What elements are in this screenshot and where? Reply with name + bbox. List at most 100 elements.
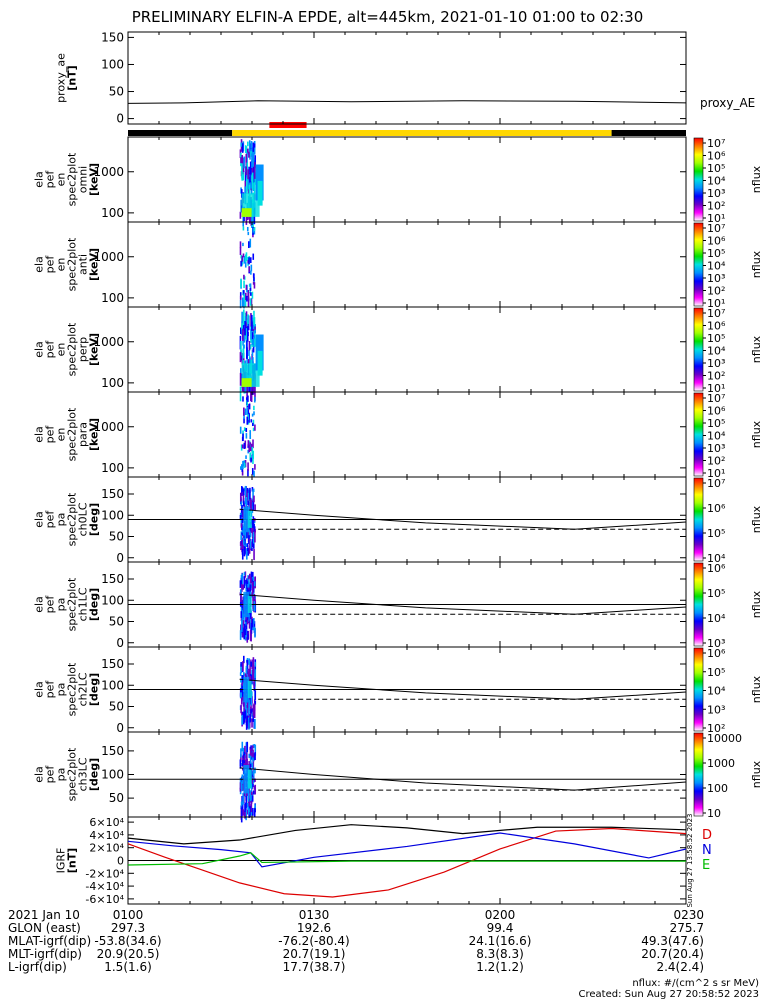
colorbar-spec_omni bbox=[693, 137, 704, 222]
colorbar-label: nflux bbox=[750, 590, 763, 618]
y-tick-label: 1000 bbox=[93, 165, 124, 179]
heatmap-cell bbox=[249, 714, 251, 723]
heatmap-cell bbox=[253, 807, 256, 812]
heatmap-cell bbox=[243, 156, 245, 169]
heatmap-cell bbox=[252, 571, 254, 579]
heatmap-cell bbox=[253, 470, 255, 477]
colorbar-tick-label: 10⁴ bbox=[707, 345, 726, 358]
heatmap-cell bbox=[240, 692, 242, 698]
panel-frame-pa_ch3 bbox=[127, 731, 687, 818]
heatmap-cell bbox=[247, 444, 250, 448]
heatmap-cell bbox=[245, 455, 247, 459]
heatmap-cell bbox=[247, 173, 250, 190]
heatmap-cell bbox=[244, 171, 247, 182]
bottom-cell: 275.7 bbox=[670, 921, 704, 935]
colorbar-tick-label: 10² bbox=[707, 285, 725, 298]
heatmap-cell bbox=[251, 581, 254, 594]
bottom-cell: 20.7(19.1) bbox=[283, 947, 346, 961]
panel-frame-proxy_ae bbox=[127, 31, 687, 125]
y-tick-label: 100 bbox=[101, 291, 124, 305]
heatmap-cell bbox=[251, 756, 253, 760]
heatmap-cell bbox=[242, 491, 245, 504]
y-tick-label: 1000 bbox=[93, 335, 124, 349]
heatmap-cell bbox=[245, 752, 248, 759]
colorbar-tick-label: 10¹ bbox=[707, 297, 725, 310]
heatmap-cell bbox=[245, 490, 248, 497]
heatmap-cell bbox=[239, 787, 242, 792]
bottom-cell: 0130 bbox=[299, 908, 330, 922]
heatmap-cell bbox=[240, 340, 242, 356]
heatmap-cell bbox=[244, 621, 247, 626]
heatmap-cell bbox=[239, 247, 242, 255]
heatmap-cell bbox=[251, 446, 254, 454]
y-axis-label: ela bbox=[33, 426, 46, 443]
heatmap-cell bbox=[249, 287, 252, 291]
bottom-cell: 2.4(2.4) bbox=[656, 960, 704, 974]
heatmap-cell bbox=[250, 151, 252, 156]
heatmap-cell bbox=[244, 710, 247, 719]
y-axis-label: en bbox=[55, 343, 68, 357]
heatmap-cell bbox=[243, 591, 250, 618]
heatmap-cell bbox=[242, 661, 244, 672]
heatmap-cell bbox=[242, 215, 244, 227]
heatmap-cell bbox=[246, 658, 249, 662]
heatmap-cell bbox=[249, 487, 251, 500]
bottom-cell: 49.3(47.6) bbox=[641, 934, 704, 948]
heatmap-cell bbox=[252, 583, 255, 593]
y-axis-label: ch2LC bbox=[77, 672, 90, 706]
heatmap-cell bbox=[249, 584, 252, 592]
heatmap-cell bbox=[248, 266, 251, 273]
heatmap-cell bbox=[245, 500, 248, 511]
footer: nflux: #/(cm^2 s sr MeV) Created: Sun Au… bbox=[579, 978, 759, 1000]
heatmap-cell bbox=[249, 755, 252, 764]
igrf-legend-N: N bbox=[702, 843, 712, 858]
heatmap-cell bbox=[243, 676, 250, 703]
heatmap-cell bbox=[242, 747, 245, 755]
loss-cone-line bbox=[239, 767, 687, 791]
heatmap-cell bbox=[248, 717, 250, 730]
igrf-series-N bbox=[127, 832, 687, 868]
heatmap-cell bbox=[251, 339, 254, 345]
y-axis-label: omni bbox=[77, 166, 90, 193]
colorbar-tick-label: 10⁶ bbox=[707, 150, 726, 163]
y-tick-label: 0 bbox=[116, 551, 124, 565]
heatmap-cell bbox=[242, 325, 245, 331]
heatmap-cell bbox=[249, 662, 251, 675]
colorbar-tick-label: 10⁵ bbox=[707, 527, 725, 540]
heatmap-cell bbox=[252, 807, 254, 816]
y-axis-label: ela bbox=[33, 681, 46, 698]
heatmap-cell bbox=[248, 699, 250, 708]
series-label-proxy-ae: proxy_AE bbox=[700, 96, 755, 110]
heatmap-cell bbox=[243, 546, 246, 557]
heatmap-cell bbox=[247, 449, 249, 454]
y-axis-label: [deg] bbox=[88, 758, 101, 791]
heatmap-cell bbox=[251, 547, 253, 552]
heatmap-cell bbox=[251, 509, 254, 513]
heatmap-cell bbox=[244, 316, 247, 323]
heatmap-cell bbox=[243, 344, 245, 349]
heatmap-cell bbox=[248, 800, 250, 807]
heatmap-cell bbox=[247, 231, 250, 236]
heatmap-cell bbox=[252, 669, 254, 680]
heatmap-cell bbox=[241, 163, 243, 179]
heatmap-cell bbox=[239, 514, 242, 519]
bottom-cell: 17.7(38.7) bbox=[283, 960, 346, 974]
heatmap-cell bbox=[250, 800, 253, 813]
heatmap-cell bbox=[251, 413, 254, 417]
heatmap-cell bbox=[245, 705, 248, 717]
colorbar-tick-label: 10⁵ bbox=[707, 417, 725, 430]
heatmap-cell bbox=[240, 466, 242, 470]
heatmap-cell bbox=[253, 273, 255, 282]
heatmap-cell bbox=[241, 532, 243, 536]
heatmap-cell bbox=[246, 177, 248, 194]
heatmap-cell bbox=[254, 744, 257, 756]
heatmap-cell bbox=[241, 610, 244, 622]
heatmap-cell bbox=[240, 498, 243, 507]
colorbar-tick-label: 10⁴ bbox=[707, 552, 726, 565]
heatmap-cell bbox=[239, 352, 242, 363]
heatmap-cell bbox=[252, 489, 254, 502]
heatmap-cell bbox=[240, 255, 243, 259]
heatmap-cell bbox=[251, 349, 254, 357]
heatmap-cell bbox=[250, 270, 252, 275]
heatmap-cell bbox=[244, 759, 247, 770]
